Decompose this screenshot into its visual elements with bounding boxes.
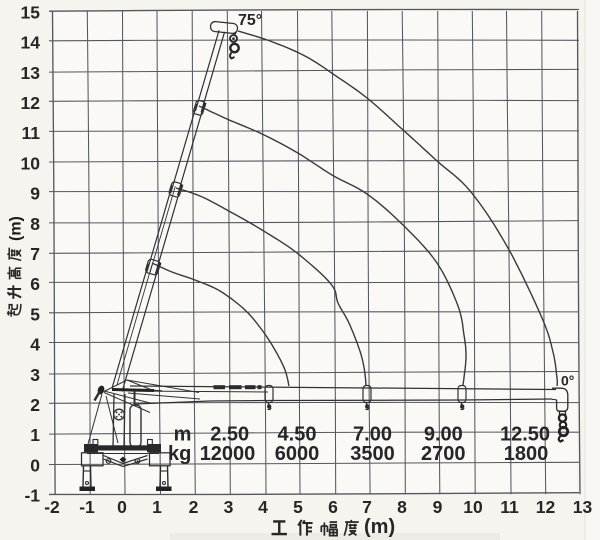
svg-text:2: 2: [189, 497, 199, 517]
svg-text:13: 13: [573, 497, 593, 517]
svg-text:8: 8: [30, 214, 40, 234]
svg-text:3: 3: [224, 497, 234, 517]
svg-text:5: 5: [293, 497, 303, 517]
svg-text:7: 7: [30, 244, 40, 264]
svg-text:10: 10: [21, 153, 41, 173]
svg-text:1: 1: [152, 497, 162, 517]
svg-text:4: 4: [258, 497, 268, 517]
svg-text:8: 8: [397, 497, 407, 517]
svg-text:14: 14: [21, 33, 41, 53]
svg-text:6: 6: [328, 497, 338, 517]
svg-text:(m): (m): [8, 216, 25, 241]
svg-text:0: 0: [30, 455, 40, 475]
svg-text:6000: 6000: [275, 443, 320, 465]
svg-text:3: 3: [30, 365, 40, 385]
svg-text:4.50: 4.50: [278, 424, 317, 446]
svg-text:11: 11: [500, 497, 519, 517]
svg-text:9.00: 9.00: [424, 424, 463, 446]
svg-text:10: 10: [463, 497, 483, 517]
svg-text:12: 12: [21, 93, 41, 113]
svg-text:5: 5: [30, 304, 40, 324]
svg-text:4: 4: [30, 335, 40, 355]
svg-text:1: 1: [30, 425, 40, 445]
svg-text:m: m: [174, 424, 192, 446]
svg-text:2700: 2700: [421, 443, 466, 465]
svg-text:kg: kg: [168, 443, 191, 465]
svg-text:9: 9: [30, 184, 40, 204]
svg-text:75°: 75°: [238, 12, 262, 29]
svg-text:-1: -1: [24, 486, 40, 506]
svg-text:-2: -2: [44, 497, 60, 517]
svg-text:15: 15: [21, 2, 41, 22]
svg-text:-1: -1: [79, 497, 95, 517]
svg-text:13: 13: [21, 63, 41, 83]
svg-text:1800: 1800: [504, 443, 549, 465]
svg-text:7.00: 7.00: [353, 424, 392, 446]
svg-text:2.50: 2.50: [210, 424, 249, 446]
svg-text:12000: 12000: [200, 443, 256, 465]
svg-text:0°: 0°: [561, 373, 574, 389]
svg-text:(m): (m): [364, 516, 395, 538]
svg-text:12: 12: [536, 497, 556, 517]
svg-text:7: 7: [362, 497, 372, 517]
svg-text:0: 0: [117, 497, 127, 517]
svg-text:6: 6: [30, 274, 40, 294]
svg-text:12.50: 12.50: [500, 424, 550, 446]
svg-text:3500: 3500: [350, 443, 395, 465]
svg-text:2: 2: [30, 395, 40, 415]
svg-text:11: 11: [22, 123, 41, 143]
svg-text:9: 9: [433, 497, 443, 517]
